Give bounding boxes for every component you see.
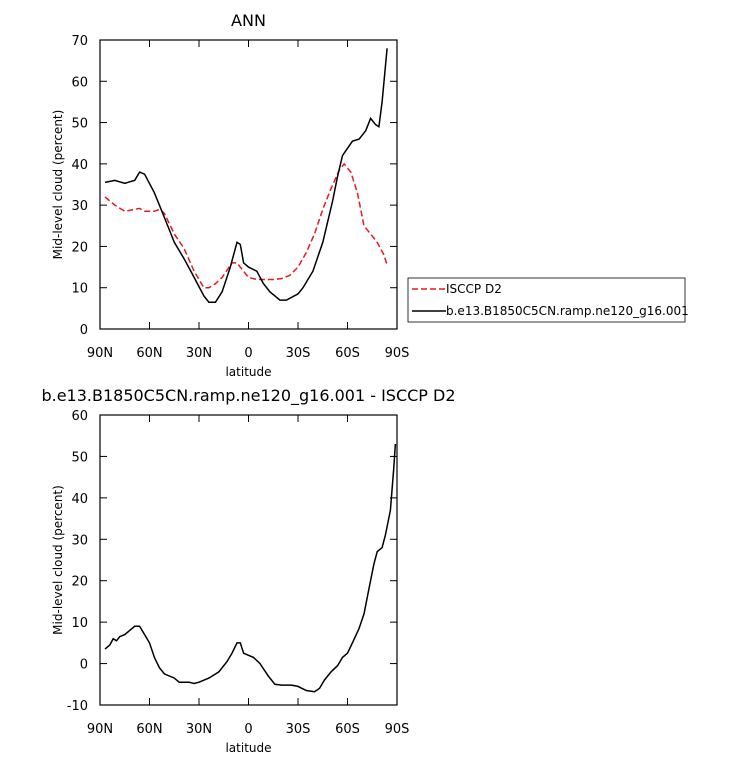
y-tick-label: 10 [71,616,88,631]
legend-label: b.e13.B1850C5CN.ramp.ne120_g16.001 [446,304,689,318]
series-line [104,48,388,303]
plot-frame [99,414,398,706]
y-tick-label: 30 [71,533,88,548]
chart-title: ANN [231,11,266,30]
x-tick-label: 90S [385,346,410,361]
x-tick-label: 30S [286,722,311,737]
y-axis-label: Mid-level cloud (percent) [51,110,65,260]
y-tick-label: 20 [71,240,88,255]
x-tick-label: 30N [186,346,212,361]
y-tick-label: 50 [71,117,88,132]
legend-box [407,277,686,323]
y-tick-label: 0 [80,323,88,338]
y-tick-label: 60 [71,75,88,90]
series-line [104,162,388,289]
x-tick-label: 30N [186,722,212,737]
y-axis-label: Mid-level cloud (percent) [51,485,65,635]
x-axis-label: latitude [225,741,271,755]
plot-frame [99,39,398,330]
x-tick-label: 0 [244,346,252,361]
x-tick-label: 90S [385,722,410,737]
y-tick-label: -10 [67,699,88,714]
y-tick-label: 70 [71,34,88,49]
y-tick-label: 40 [71,158,88,173]
y-tick-label: 20 [71,575,88,590]
x-tick-label: 0 [244,722,252,737]
x-tick-label: 60S [335,722,360,737]
x-tick-label: 60N [136,722,162,737]
legend-label: ISCCP D2 [446,282,502,296]
x-axis-label: latitude [225,365,271,379]
y-tick-label: 60 [71,409,88,424]
x-tick-label: 90N [87,346,113,361]
y-tick-label: 0 [80,658,88,673]
y-tick-label: 30 [71,199,88,214]
x-tick-label: 90N [87,722,113,737]
y-tick-label: 10 [71,282,88,297]
x-tick-label: 60N [136,346,162,361]
x-tick-label: 30S [286,346,311,361]
y-tick-label: 50 [71,450,88,465]
chart-title: b.e13.B1850C5CN.ramp.ne120_g16.001 - ISC… [41,386,455,406]
series-line [104,443,397,693]
x-tick-label: 60S [335,346,360,361]
y-tick-label: 40 [71,492,88,507]
